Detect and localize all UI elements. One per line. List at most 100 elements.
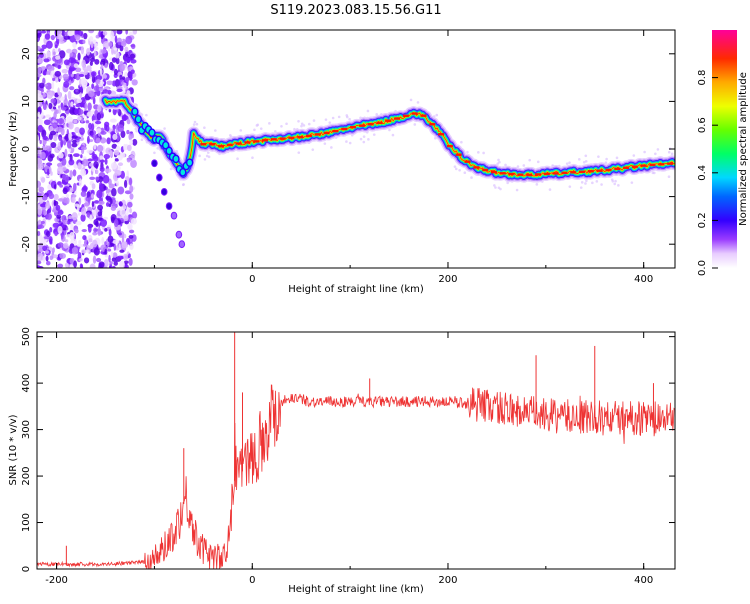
noise-point xyxy=(111,257,116,262)
ridge-blob xyxy=(172,154,180,164)
ridge-peak xyxy=(517,173,524,176)
noise-point xyxy=(42,102,47,111)
ridge-peak xyxy=(200,143,207,146)
noise-point xyxy=(65,193,70,198)
noise-point xyxy=(65,227,69,231)
noise-point xyxy=(71,196,76,204)
noise-point xyxy=(83,202,90,207)
noise-point xyxy=(112,133,118,141)
noise-point xyxy=(70,73,74,78)
noise-point xyxy=(64,148,68,158)
noise-point xyxy=(81,249,87,254)
noise-point xyxy=(111,265,116,268)
noise-point xyxy=(117,124,125,133)
halo-point xyxy=(528,158,531,162)
noise-point xyxy=(77,252,82,260)
noise-point xyxy=(80,169,87,177)
noise-point xyxy=(58,50,66,59)
colorbar-ticks: 0.0 0.2 0.4 0.6 0.8 xyxy=(697,70,718,276)
colorbar-tick-label: 0.2 xyxy=(697,212,708,228)
noise-point xyxy=(99,81,105,85)
noise-point xyxy=(110,162,118,170)
noise-point xyxy=(49,125,54,132)
noise-point xyxy=(79,127,85,135)
ridge-blob xyxy=(131,107,139,116)
noise-point xyxy=(128,133,133,141)
noise-point xyxy=(98,87,105,92)
y-tick-label: -20 xyxy=(21,236,32,252)
noise-point xyxy=(86,47,91,56)
halo-point xyxy=(494,186,497,189)
noise-point xyxy=(130,43,136,50)
noise-point xyxy=(93,200,100,204)
noise-point xyxy=(73,119,78,124)
noise-point xyxy=(74,228,79,234)
colorbar-gradient xyxy=(712,30,737,268)
noise-point xyxy=(104,241,107,246)
halo-point xyxy=(497,158,500,162)
snr-series-line xyxy=(37,384,675,569)
branch-point xyxy=(151,159,158,168)
ridge-peak xyxy=(420,114,427,117)
noise-point xyxy=(74,108,80,115)
noise-point xyxy=(78,178,83,187)
noise-point xyxy=(87,158,94,162)
ridge-peak xyxy=(350,125,357,129)
halo-point xyxy=(568,161,571,164)
noise-point xyxy=(119,249,125,253)
noise-point xyxy=(108,183,115,189)
noise-point xyxy=(128,257,133,266)
noise-point xyxy=(127,201,133,208)
noise-point xyxy=(41,145,46,151)
noise-point xyxy=(54,231,58,237)
noise-point xyxy=(125,30,129,35)
noise-point xyxy=(64,239,69,243)
noise-point xyxy=(89,214,93,221)
noise-point xyxy=(113,149,120,156)
halo-point xyxy=(614,179,617,183)
noise-point xyxy=(93,50,97,57)
noise-point xyxy=(39,82,45,89)
noise-point xyxy=(82,158,88,167)
halo-point xyxy=(670,152,674,156)
halo-point xyxy=(388,128,391,132)
noise-point xyxy=(90,41,94,49)
ridge-blob xyxy=(165,146,173,156)
noise-point xyxy=(42,93,46,98)
noise-point xyxy=(37,58,42,64)
noise-point xyxy=(92,151,95,157)
ridge-peak xyxy=(261,139,268,142)
halo-point xyxy=(506,181,509,185)
halo-point xyxy=(643,150,646,154)
noise-point xyxy=(37,157,43,166)
noise-point xyxy=(37,224,45,229)
halo-point xyxy=(362,135,366,138)
noise-point xyxy=(37,180,42,188)
noise-point xyxy=(60,106,67,111)
noise-point xyxy=(83,32,88,40)
colorbar-tick-label: 0.8 xyxy=(697,70,708,86)
noise-point xyxy=(113,218,119,228)
noise-point xyxy=(130,59,137,64)
spectrogram-panel: -200 0 200 400 -20 -10 0 10 20 Height of straigh… xyxy=(8,29,676,295)
noise-point xyxy=(101,236,105,245)
noise-point xyxy=(117,162,124,167)
noise-point xyxy=(77,212,81,216)
noise-point xyxy=(119,201,123,207)
noise-point xyxy=(121,76,126,81)
noise-point xyxy=(69,79,72,86)
halo-point xyxy=(458,168,461,172)
noise-point xyxy=(115,145,121,151)
colorbar-label: Normalized spectral amplitude xyxy=(738,72,749,226)
noise-point xyxy=(58,48,61,53)
noise-point xyxy=(99,155,104,160)
noise-point xyxy=(72,169,77,177)
noise-point xyxy=(118,243,121,251)
halo-point xyxy=(253,128,256,132)
y-tick-label: 20 xyxy=(21,47,32,60)
halo-point xyxy=(656,148,660,151)
noise-point xyxy=(111,187,117,197)
noise-point xyxy=(74,126,80,134)
noise-point xyxy=(98,30,102,38)
noise-point xyxy=(48,102,53,110)
